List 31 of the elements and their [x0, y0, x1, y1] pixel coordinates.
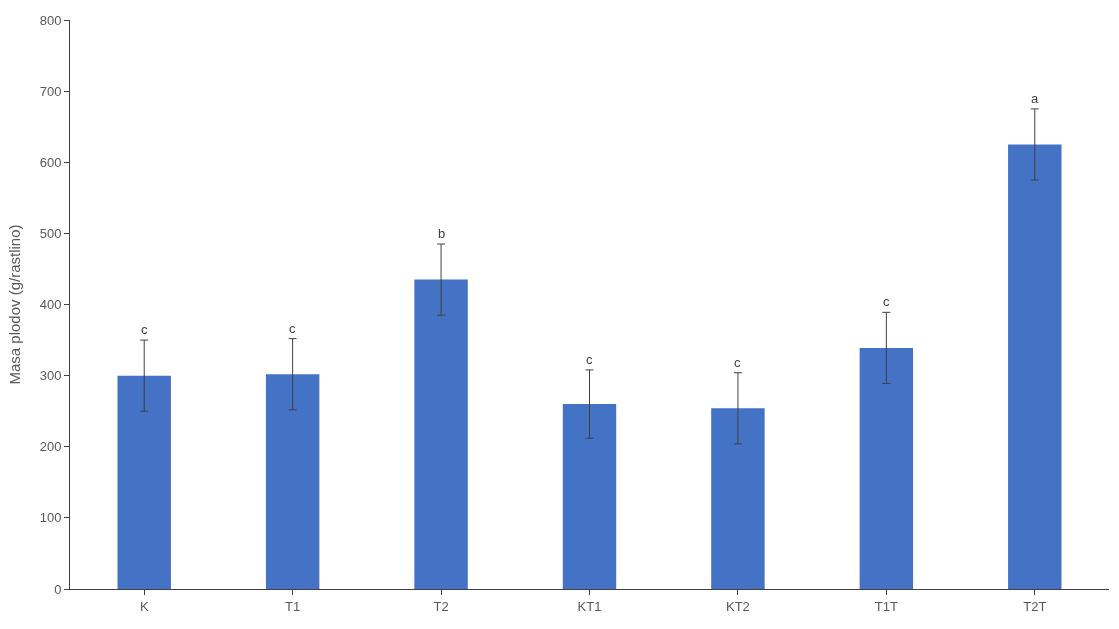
annotation: a [1031, 91, 1039, 106]
x-tick-label: KT1 [577, 598, 602, 614]
x-tick-label: T1 [285, 598, 301, 614]
annotation: c [883, 294, 890, 309]
y-tick-label: 600 [39, 154, 62, 170]
y-tick-label: 400 [39, 297, 62, 313]
y-tick-label: 500 [39, 225, 62, 241]
y-tick-label: 200 [39, 439, 62, 455]
x-tick-label: K [139, 598, 149, 614]
annotation: c [289, 321, 296, 336]
bar [562, 404, 617, 589]
x-tick-label: T2T [1023, 598, 1047, 614]
annotation: b [438, 226, 446, 241]
annotation: c [141, 322, 148, 337]
annotation: c [586, 352, 593, 367]
bar [859, 347, 914, 589]
y-axis-title: Masa plodov (g/rastlino) [5, 224, 23, 385]
x-tick-label: T2 [433, 598, 449, 614]
bar [414, 279, 468, 589]
y-tick-label: 700 [39, 83, 62, 99]
x-tick-label: KT2 [726, 598, 750, 614]
bar [117, 375, 171, 589]
y-tick-label: 0 [54, 581, 62, 597]
bar [1008, 144, 1062, 589]
x-tick-label: T1T [874, 598, 898, 614]
bar [265, 374, 320, 589]
y-tick-label: 300 [39, 368, 62, 384]
annotation: c [734, 355, 741, 370]
y-tick-label: 800 [39, 12, 62, 28]
bar [711, 408, 765, 589]
y-tick-label: 100 [39, 510, 62, 526]
